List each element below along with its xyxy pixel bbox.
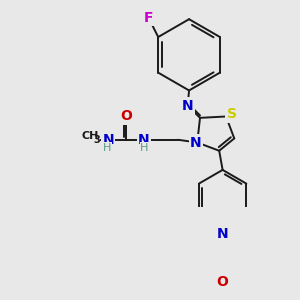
Text: S: S: [226, 107, 236, 122]
Text: N: N: [102, 133, 114, 147]
Text: CH: CH: [82, 131, 99, 141]
Text: H: H: [103, 143, 112, 153]
Text: H: H: [140, 143, 149, 153]
Text: O: O: [217, 275, 229, 289]
Text: F: F: [144, 11, 153, 25]
Text: N: N: [217, 227, 228, 241]
Text: 3: 3: [93, 136, 100, 146]
Text: N: N: [190, 136, 202, 149]
Text: O: O: [120, 110, 132, 124]
Text: N: N: [138, 133, 150, 147]
Text: N: N: [182, 98, 194, 112]
